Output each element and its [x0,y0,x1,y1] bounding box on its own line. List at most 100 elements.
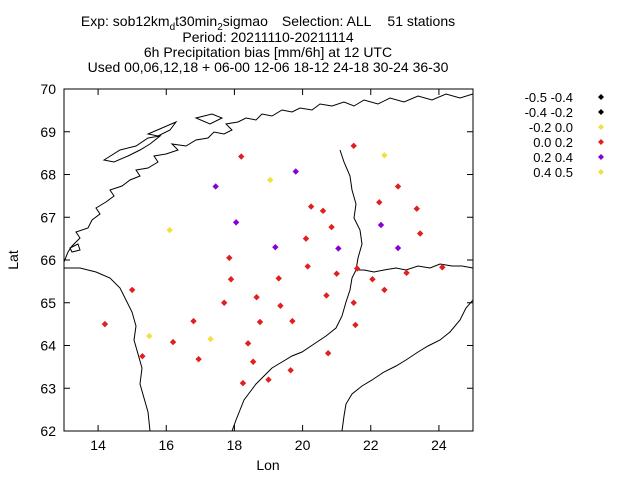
axis-ticks: 14 16 18 20 22 24 62 63 64 65 66 67 68 69 70 [40,81,473,453]
legend-marker [598,169,604,175]
coastline-bothnia-east [341,299,473,431]
station-point [381,286,388,294]
station-point [267,176,274,184]
chart-title: Exp: sob12kmdt30min2sigmao Selection: ALL… [81,13,455,75]
title-exp-middle: t30min [175,13,217,29]
station-point [324,349,332,357]
station-point [302,235,310,242]
station-point [275,275,282,282]
y-axis-label: Lat [5,250,21,270]
station-point [352,321,359,329]
data-points [101,142,446,387]
legend-marker [598,124,604,130]
station-point [335,245,342,252]
station-point [369,276,376,283]
station-point [253,293,260,301]
station-point [381,152,388,159]
x-axis-label: Lon [256,457,279,473]
station-point [328,223,335,231]
station-point [244,340,252,347]
y-tick-label: 63 [40,380,56,396]
station-point [169,338,177,346]
station-point [277,302,284,309]
y-tick-label: 62 [40,423,56,439]
station-point [227,276,235,283]
station-point [307,203,315,210]
station-point [272,243,279,251]
station-point [323,292,330,299]
x-tick-label: 22 [363,437,379,453]
station-point [146,332,153,340]
station-point [377,221,385,229]
legend-label: -0.5 -0.4 [525,90,573,105]
legend-marker [598,94,604,100]
station-point [212,183,219,190]
station-point [292,168,299,175]
x-tick-label: 14 [90,437,106,453]
station-point [394,244,402,252]
island-2 [146,120,178,137]
y-tick-label: 65 [40,295,56,311]
station-point [256,318,264,326]
y-tick-label: 64 [40,338,56,354]
station-point [376,199,383,206]
coastline-norway [64,93,473,263]
legend-label: 0.0 0.2 [533,135,573,150]
coastline-bothnia-west [231,263,473,431]
station-point [333,270,340,277]
station-point [238,153,245,160]
station-point [353,265,361,272]
y-tick-label: 68 [40,167,56,183]
y-tick-label: 67 [40,209,56,225]
title-line-1: Exp: sob12kmdt30min2sigmao Selection: ALL… [81,13,455,33]
station-point [413,205,420,212]
title-period: Period: 20211110-20211114 [182,29,353,45]
x-tick-label: 24 [431,437,447,453]
x-tick-label: 20 [295,437,311,453]
y-tick-label: 69 [40,124,56,140]
legend: -0.5 -0.4-0.4 -0.2-0.2 0.00.0 0.20.2 0.4… [525,90,604,180]
station-point [350,142,357,150]
title-exp-sub1: d [170,22,176,33]
legend-marker [598,139,604,145]
title-exp-prefix: Exp: sob12km [81,13,170,29]
station-point [394,183,402,190]
map-outline [64,93,473,431]
island-1 [102,135,162,163]
station-point [249,358,257,365]
station-point [350,299,357,306]
legend-marker [598,154,604,160]
legend-label: 0.2 0.4 [533,150,573,165]
title-selection: Selection: ALL [282,13,372,29]
y-tick-label: 66 [40,252,56,268]
station-point [287,367,294,374]
x-tick-label: 16 [158,437,174,453]
station-point [403,269,410,277]
station-point [416,230,424,237]
station-point [265,376,272,383]
legend-marker [598,109,604,115]
border-norway-sweden [64,267,151,431]
legend-label: 0.4 0.5 [533,165,573,180]
y-tick-label: 70 [40,81,56,97]
x-tick-label: 18 [227,437,243,453]
legend-label: -0.2 0.0 [529,120,573,135]
island-3 [194,113,224,125]
station-point [139,352,146,360]
station-point [319,207,327,215]
station-point [232,219,240,226]
station-point [128,286,136,294]
title-exp-sub2: 2 [217,22,223,33]
border-sweden-finland [339,149,363,271]
title-variable: 6h Precipitation bias [mm/6h] at 12 UTC [144,44,392,60]
station-point [226,254,233,262]
station-point [239,379,247,387]
station-point [207,335,214,343]
title-exp-suffix: sigmao [223,13,268,29]
legend-label: -0.4 -0.2 [525,105,573,120]
station-point [304,263,311,270]
station-point [195,355,202,363]
station-point [439,264,446,271]
station-point [190,317,197,325]
title-used: Used 00,06,12,18 + 06-00 12-06 18-12 24-… [88,59,449,75]
